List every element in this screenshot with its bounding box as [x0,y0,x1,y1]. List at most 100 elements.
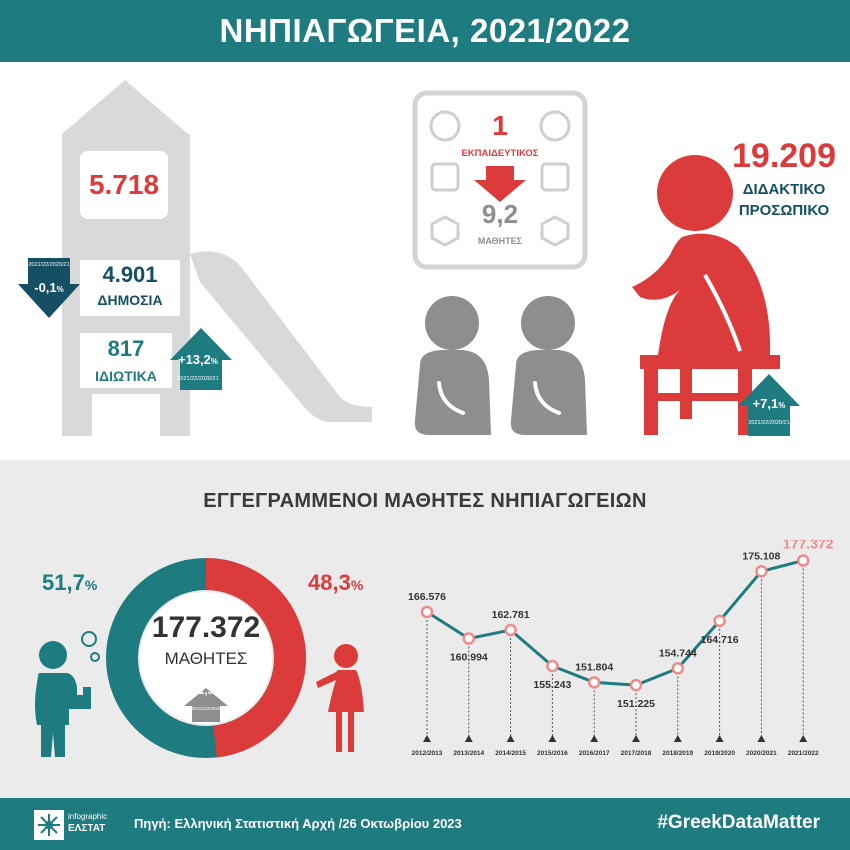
public-schools-box [80,260,180,316]
data-point [546,659,559,673]
girls-percent: 48,3% [308,570,364,595]
hexagon-icon [540,215,570,247]
tick-marker [799,735,808,742]
gender-donut-chart [106,558,306,758]
private-schools-box [80,333,172,388]
data-label: 175.108 [742,550,780,562]
enrolled-total: 177.372 [151,611,261,644]
data-point [504,623,517,637]
x-tick-label: 2020/2021 [746,750,777,757]
data-label: 151.225 [617,698,655,710]
data-point [629,678,643,692]
tick-marker [464,735,473,742]
teacher-label: ΕΚΠΑΙΔΕΥΤΙΚΟΣ [461,148,539,159]
enrolled-total-label: ΜΑΘΗΤΕΣ [164,649,248,668]
public-schools-value: 4.901 [102,262,158,287]
public-schools-label: ΔΗΜΟΣΙΑ [97,292,163,308]
data-label: 164.716 [701,634,739,646]
bubble-icon [90,652,100,662]
footer-hashtag: #GreekDataMatter [657,812,820,833]
total-schools-value: 5.718 [88,169,160,200]
staff-label-line1: ΔΙΔΑΚΤΙΚΟ [742,181,826,198]
circle-icon [429,110,461,142]
arrow-up-icon [184,688,228,722]
staff-change: +7,1% [752,396,786,411]
total-schools-box [80,151,168,219]
tick-marker [673,735,682,742]
sitting-child-icon [510,296,587,435]
footer-logo-line2: ΕΛΣΤΑΤ [68,823,106,834]
x-tick-label: 2018/2019 [662,750,693,757]
arrow-up-icon [738,374,800,436]
sitting-child-icon [414,296,491,435]
series-line [426,559,804,687]
square-icon [540,162,570,192]
data-point [462,632,476,645]
data-label: 166.576 [408,591,446,603]
data-label: 177.372 [783,540,834,552]
arrow-up-icon [170,328,232,390]
data-point [420,605,434,619]
private-schools-label: ΙΔΙΩΤΙΚΑ [95,368,157,384]
staff-label-line2: ΠΡΟΣΩΠΙΚΟ [738,202,830,219]
x-tick-label: 2013/2014 [453,750,484,757]
x-tick-label: 2014/2015 [495,750,526,757]
data-point [755,565,768,578]
hexagon-icon [430,215,460,247]
enrolled-line-chart: 2012/2013 2013/2014 2014/2015 2015/2016 2016… [408,540,834,757]
students-per-teacher-label: ΜΑΘΗΤΕΣ [477,236,523,246]
donut-center [140,592,272,724]
data-point [587,676,601,689]
circle-icon [539,110,571,142]
x-tick-label: 2021/2022 [788,750,819,757]
teacher-value: 1 [492,110,508,141]
data-label: 154.744 [659,647,697,659]
data-point [796,554,810,567]
footer-bar [0,798,850,850]
tick-marker [632,735,640,742]
tick-marker [506,735,515,742]
data-point [713,614,726,628]
page-title: ΝΗΠΙΑΓΩΓΕΙΑ, 2021/2022 [219,12,631,49]
elstat-logo-icon [34,810,64,840]
public-change-period: 2021/22/2020/21 [28,262,70,268]
slide-roof [62,80,188,134]
data-label: 151.804 [575,661,613,673]
tick-marker [757,735,766,742]
staff-value: 19.209 [732,137,836,175]
footer-source: Πηγή: Ελληνική Στατιστική Αρχή /26 Οκτωβ… [134,816,462,831]
tick-marker [423,735,431,742]
enrolled-section-title: ΕΓΓΕΓΡΑΜΜΕΝΟΙ ΜΑΘΗΤΕΣ ΝΗΠΙΑΓΩΓΕΙΩΝ [203,490,647,512]
data-label: 162.781 [492,609,530,621]
donut-segment-girls [205,558,306,758]
x-tick-label: 2015/2016 [537,750,568,757]
x-tick-label: 2012/2013 [412,750,443,757]
children-illustration [414,296,587,435]
private-change-period: 2021/22/2020/21 [177,376,219,382]
staff-change-period: 2021/22/2020/21 [748,420,790,426]
footer-logo-line1: infographic [68,812,108,821]
tick-marker [548,735,557,742]
bubble-icon [81,631,97,647]
x-tick-label: 2019/2020 [704,750,735,757]
slide-chute [190,251,372,422]
arrow-down-icon [18,258,80,318]
enrolled-change: +1,3% [192,685,220,697]
girl-illustration [316,644,364,752]
private-change: +13,2% [177,352,219,367]
girl-icon [316,644,364,752]
ratio-dice-box [412,90,588,270]
data-label: 160.994 [450,652,488,664]
data-label: 155.243 [533,679,571,691]
header-bar [0,0,850,62]
tick-marker [590,735,599,742]
enrolled-change-period: 2021/22/2020/21 [189,706,223,711]
boy-illustration [35,631,100,757]
x-tick-label: 2017/2018 [621,750,652,757]
students-per-teacher-value: 9,2 [481,199,519,229]
boys-percent: 51,7% [42,570,98,595]
data-point [671,662,685,675]
tick-marker [715,735,724,742]
boy-icon [35,641,91,757]
private-schools-value: 817 [107,336,145,361]
